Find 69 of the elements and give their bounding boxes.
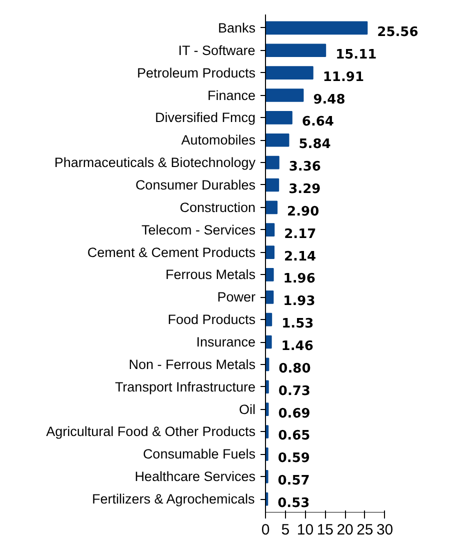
y-tick-label: Food Products: [168, 312, 256, 328]
bar: [266, 88, 304, 102]
data-label: 0.73: [278, 384, 310, 399]
bar: [266, 312, 272, 326]
data-label: 1.46: [281, 339, 314, 354]
data-label: 0.53: [278, 496, 310, 512]
bar: [266, 111, 292, 124]
data-label: 6.64: [302, 114, 334, 130]
x-tick-label: 0: [261, 522, 270, 538]
bar: [266, 223, 275, 237]
bar: [266, 44, 326, 58]
data-label: 11.91: [322, 70, 364, 85]
y-tick-label: Consumer Durables: [135, 177, 256, 192]
y-tick-label: IT - Software: [178, 42, 256, 58]
bar: [266, 380, 269, 394]
y-tick-label: Agricultural Food & Other Products: [46, 424, 256, 440]
bar: [266, 268, 274, 282]
y-tick-label: Transport Infrastructure: [114, 379, 256, 394]
x-tick-label: 15: [316, 522, 334, 538]
y-tick-label: Petroleum Products: [136, 65, 256, 80]
bar: [266, 335, 272, 349]
data-label: 0.65: [278, 428, 310, 444]
y-tick-label: Healthcare Services: [134, 469, 256, 484]
y-tick-label: Ferrous Metals: [165, 267, 256, 282]
bar: [266, 290, 274, 304]
bar: [266, 448, 268, 461]
y-tick-label: Pharmaceuticals & Biotechnology: [54, 155, 256, 170]
data-label: 2.17: [284, 226, 316, 242]
data-label: 0.57: [278, 474, 310, 489]
y-tick-label: Diversified Fmcg: [154, 110, 256, 126]
bar: [266, 66, 314, 80]
y-tick-label: Finance: [207, 88, 256, 103]
y-tick-label: Fertilizers & Agrochemicals: [92, 492, 256, 507]
data-label: 2.90: [287, 204, 320, 220]
x-tick-label: 30: [376, 522, 394, 538]
y-tick-label: Oil: [239, 402, 256, 417]
y-tick-label: Power: [217, 290, 256, 305]
data-label: 5.84: [298, 137, 331, 152]
x-tick-label: 20: [336, 522, 354, 538]
data-label: 25.56: [377, 24, 418, 40]
x-tick-label: 5: [281, 522, 290, 538]
data-label: 1.93: [283, 294, 316, 310]
bar: [266, 470, 268, 484]
bar: [266, 200, 278, 214]
x-tick-label: 25: [356, 522, 374, 538]
bar: [266, 178, 280, 192]
y-tick-label: Construction: [180, 200, 256, 215]
data-label: 1.96: [283, 272, 316, 287]
y-tick-label: Telecom - Services: [141, 222, 256, 238]
bar: [266, 246, 275, 259]
y-tick-label: Automobiles: [181, 132, 256, 148]
data-label: 0.80: [278, 361, 311, 376]
y-tick-label: Insurance: [196, 334, 256, 350]
data-label: 15.11: [336, 47, 377, 62]
bar: [266, 133, 290, 147]
bar: [266, 156, 280, 170]
y-tick-label: Consumable Fuels: [142, 446, 256, 462]
data-label: 3.36: [288, 160, 321, 175]
x-tick-label: 10: [296, 522, 314, 538]
data-label: 1.53: [282, 316, 314, 332]
data-label: 9.48: [313, 92, 346, 108]
y-tick-label: Non - Ferrous Metals: [128, 356, 256, 372]
data-label: 0.69: [278, 406, 310, 422]
data-label: 2.14: [284, 249, 316, 264]
data-label: 3.29: [288, 182, 321, 197]
bar: [266, 21, 368, 35]
y-tick-label: Banks: [218, 20, 256, 36]
y-tick-label: Cement & Cement Products: [87, 244, 256, 260]
data-label: 0.59: [278, 451, 310, 466]
